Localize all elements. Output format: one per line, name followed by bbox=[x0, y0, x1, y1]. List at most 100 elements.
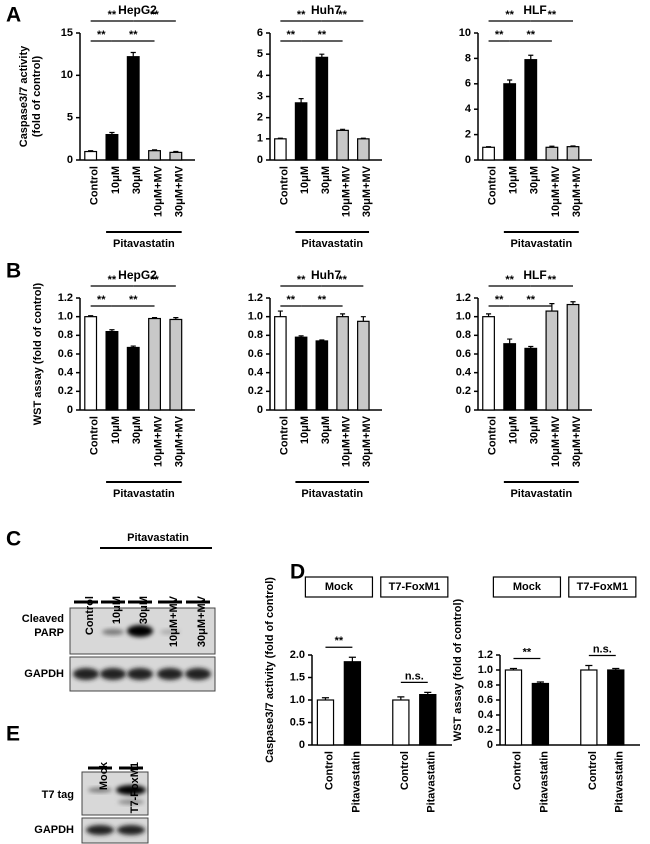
y-tick-label: 5 bbox=[257, 48, 263, 60]
y-axis-label: (fold of control) bbox=[31, 56, 43, 138]
y-tick-label: 10 bbox=[61, 69, 73, 81]
y-axis-label: WST assay (fold of control) bbox=[32, 282, 44, 425]
lane-label: T7-FoxM1 bbox=[129, 762, 141, 813]
error-bar bbox=[109, 131, 115, 135]
y-tick-label: 6 bbox=[257, 27, 263, 39]
significance-label: n.s. bbox=[593, 643, 612, 655]
error-bar bbox=[397, 696, 405, 700]
significance-label: ** bbox=[129, 29, 138, 41]
y-tick-label: 0.4 bbox=[58, 367, 74, 379]
x-tick-label: Control bbox=[511, 751, 523, 790]
y-axis-label: Caspase3/7 activity bbox=[18, 45, 30, 147]
chart-title: HepG2 bbox=[118, 3, 157, 17]
lane-label: 30μM bbox=[138, 596, 150, 624]
bar bbox=[503, 343, 517, 411]
y-tick-label: 0.5 bbox=[290, 716, 305, 728]
x-tick-label: 10μM bbox=[508, 416, 520, 444]
error-bar bbox=[151, 317, 158, 319]
x-tick-label: Control bbox=[323, 751, 335, 790]
bar bbox=[357, 138, 370, 161]
x-tick-label: 10μM bbox=[299, 166, 311, 194]
y-tick-label: 4 bbox=[465, 103, 472, 115]
y-tick-label: 0 bbox=[465, 404, 471, 416]
y-tick-label: 1.0 bbox=[478, 664, 493, 676]
significance-label: ** bbox=[318, 29, 327, 41]
significance-label: ** bbox=[97, 29, 106, 41]
blot-e-image bbox=[81, 771, 149, 844]
y-tick-label: 0 bbox=[67, 404, 73, 416]
bar bbox=[84, 316, 98, 411]
y-tick-label: 0.4 bbox=[478, 709, 494, 721]
bar bbox=[169, 151, 183, 161]
significance-label: ** bbox=[548, 9, 557, 21]
bar bbox=[524, 59, 538, 161]
bar bbox=[580, 669, 598, 746]
x-tick-label: Pitavastatin bbox=[350, 751, 362, 813]
bar bbox=[105, 134, 119, 161]
y-tick-label: 15 bbox=[61, 27, 73, 39]
significance-label: ** bbox=[108, 9, 117, 21]
bar bbox=[316, 699, 335, 746]
y-tick-label: 0 bbox=[465, 154, 471, 166]
bar bbox=[531, 682, 550, 746]
bar bbox=[343, 661, 362, 746]
bar bbox=[126, 56, 140, 161]
chart-title: HLF bbox=[523, 3, 546, 17]
x-tick-label: 30μM+MV bbox=[174, 415, 186, 467]
x-tick-label: 30μM bbox=[320, 166, 332, 194]
y-tick-label: 0.8 bbox=[58, 329, 73, 341]
x-tick-label: 30μM+MV bbox=[361, 415, 373, 467]
error-bar bbox=[340, 313, 346, 317]
significance-label: ** bbox=[335, 635, 344, 647]
y-tick-label: 0.6 bbox=[58, 348, 73, 360]
error-bar bbox=[321, 697, 330, 700]
x-tick-label: 30μM bbox=[131, 166, 143, 194]
y-tick-label: 1.0 bbox=[248, 311, 263, 323]
bar bbox=[148, 317, 161, 411]
y-tick-label: 0.6 bbox=[478, 694, 493, 706]
y-tick-label: 1.2 bbox=[456, 292, 471, 304]
y-tick-label: 10 bbox=[459, 27, 471, 39]
lane-label: 30μM+MV bbox=[196, 595, 208, 647]
error-bar bbox=[536, 681, 544, 684]
significance-label: n.s. bbox=[405, 670, 424, 682]
significance-label: ** bbox=[526, 294, 535, 306]
bar bbox=[294, 336, 308, 411]
y-tick-label: 2.0 bbox=[290, 649, 305, 661]
blot-row-label: Cleaved PARP bbox=[21, 613, 64, 639]
bar bbox=[336, 316, 349, 411]
bar bbox=[169, 318, 183, 411]
group-label: Pitavastatin bbox=[510, 238, 572, 250]
error-bar bbox=[319, 339, 325, 341]
error-bar bbox=[528, 345, 534, 349]
significance-label: ** bbox=[495, 29, 504, 41]
y-axis-label: Caspase3/7 activity (fold of control) bbox=[264, 577, 276, 763]
bar bbox=[607, 669, 625, 746]
blot-c-image bbox=[69, 607, 216, 692]
group-box bbox=[380, 576, 449, 598]
lane-label: 10μM+MV bbox=[168, 595, 180, 647]
x-tick-label: 30μM bbox=[320, 416, 332, 444]
error-bar bbox=[173, 150, 179, 153]
blot-row-label: GAPDH bbox=[24, 668, 64, 680]
error-bar bbox=[528, 54, 534, 60]
bar bbox=[336, 129, 349, 161]
error-bar bbox=[151, 149, 158, 151]
panel-letter: D bbox=[290, 561, 305, 584]
error-bar bbox=[509, 667, 518, 670]
x-tick-label: 10μM bbox=[299, 416, 311, 444]
significance-label: ** bbox=[297, 274, 306, 286]
significance-label: ** bbox=[108, 274, 117, 286]
error-bar bbox=[130, 345, 136, 348]
group-label: Pitavastatin bbox=[301, 238, 363, 250]
x-tick-label: Pitavastatin bbox=[426, 751, 438, 813]
group-box bbox=[304, 576, 374, 598]
y-tick-label: 3 bbox=[257, 90, 263, 102]
error-bar bbox=[549, 145, 555, 148]
bar bbox=[545, 146, 559, 161]
x-tick-label: Pitavastatin bbox=[614, 751, 626, 813]
x-tick-label: Control bbox=[587, 751, 599, 790]
y-tick-label: 0 bbox=[299, 739, 305, 751]
error-bar bbox=[88, 150, 94, 152]
